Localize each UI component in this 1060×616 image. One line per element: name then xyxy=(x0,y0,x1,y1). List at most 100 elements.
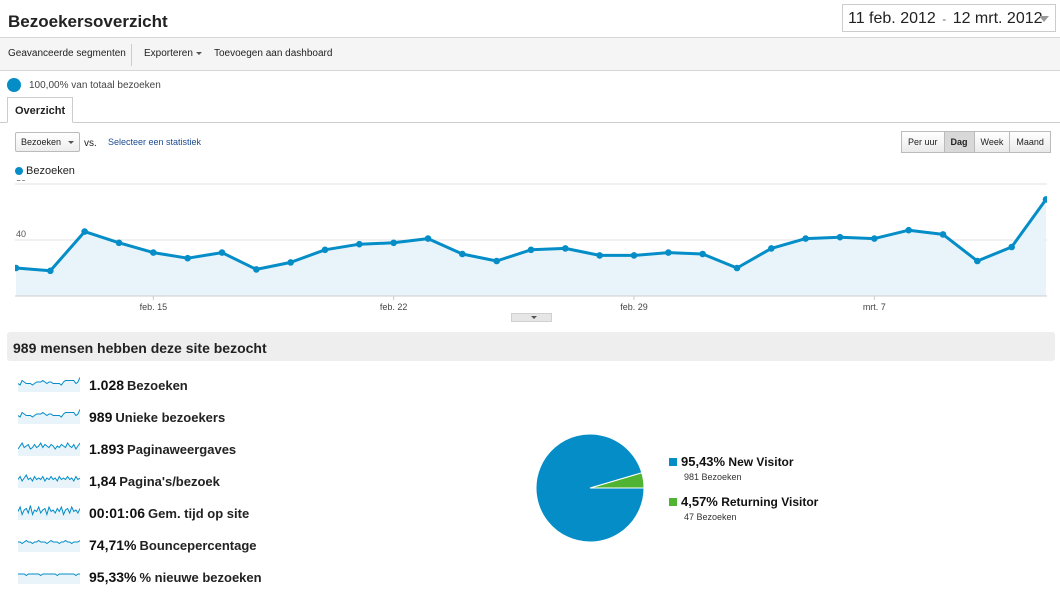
data-point xyxy=(1008,243,1015,251)
tab-overview[interactable]: Overzicht xyxy=(7,97,74,123)
per-hour-button[interactable]: Per uur xyxy=(901,131,945,153)
data-point xyxy=(596,252,603,259)
data-point xyxy=(733,264,741,272)
stat-value: 74,71% Bouncepercentage xyxy=(89,537,257,553)
export-button[interactable]: Exporteren xyxy=(144,48,202,59)
segment-label: 100,00% van totaal bezoeken xyxy=(29,80,161,91)
sparkline xyxy=(18,409,80,424)
data-point xyxy=(802,235,809,242)
advanced-segments-button[interactable]: Geavanceerde segmenten xyxy=(8,48,126,59)
stat-label: Bouncepercentage xyxy=(139,538,257,553)
x-tick-label: feb. 15 xyxy=(140,302,168,312)
vs-label: vs. xyxy=(84,138,97,149)
export-label: Exporteren xyxy=(144,48,193,59)
stat-number: 989 xyxy=(89,409,113,425)
month-button[interactable]: Maand xyxy=(1009,131,1051,153)
data-point xyxy=(424,235,432,242)
data-point xyxy=(974,257,981,265)
x-tick-label: feb. 29 xyxy=(620,302,648,312)
summary-title: 989 mensen hebben deze site bezocht xyxy=(13,340,267,356)
summary-bar: 989 mensen hebben deze site bezocht xyxy=(7,332,1055,361)
data-point xyxy=(562,245,569,252)
data-point xyxy=(459,250,466,258)
pie-category-name: New Visitor xyxy=(725,455,794,469)
x-tick-label: mrt. 7 xyxy=(863,302,886,312)
data-point xyxy=(115,239,123,247)
legend-swatch xyxy=(669,458,677,466)
data-point xyxy=(390,239,397,247)
stat-value: 989 Unieke bezoekers xyxy=(89,409,225,425)
chevron-down-icon xyxy=(68,141,74,144)
data-point xyxy=(493,257,500,265)
legend-label: Bezoeken xyxy=(26,165,75,177)
data-point xyxy=(1042,196,1047,203)
data-point xyxy=(150,249,157,256)
metric-select-value: Bezoeken xyxy=(21,137,62,147)
pie-category-name: Returning Visitor xyxy=(717,495,819,509)
stat-value: 1.893 Paginaweergaves xyxy=(89,441,236,457)
data-point xyxy=(527,246,535,254)
stat-number: 1.028 xyxy=(89,377,125,393)
pie-sub-count: 47 Bezoeken xyxy=(684,512,737,522)
add-to-dashboard-button[interactable]: Toevoegen aan dashboard xyxy=(214,48,333,59)
pie-slice xyxy=(535,433,645,543)
data-point xyxy=(356,240,363,248)
sparkline xyxy=(18,473,80,488)
stat-value: 1.028 Bezoeken xyxy=(89,377,188,393)
visitor-type-pie-chart xyxy=(535,433,645,543)
date-range-picker[interactable]: 11 feb. 2012 - 12 mrt. 2012 xyxy=(842,4,1056,32)
pie-sub-count: 981 Bezoeken xyxy=(684,472,742,482)
legend-dot-icon xyxy=(15,167,23,175)
chevron-down-icon xyxy=(531,316,537,319)
stat-value: 00:01:06 Gem. tijd op site xyxy=(89,505,249,521)
tab-bar: Overzicht xyxy=(0,97,1060,123)
segment-pie-icon xyxy=(7,78,21,92)
stat-label: Gem. tijd op site xyxy=(148,506,250,521)
stat-label: % nieuwe bezoeken xyxy=(139,570,262,585)
sparkline xyxy=(18,441,80,456)
stat-number: 00:01:06 xyxy=(89,505,146,521)
page-title: Bezoekersoverzicht xyxy=(8,12,168,31)
page-header: Bezoekersoverzicht 11 feb. 2012 - 12 mrt… xyxy=(0,0,1060,38)
week-button[interactable]: Week xyxy=(973,131,1011,153)
stat-label: Bezoeken xyxy=(127,378,188,393)
legend-swatch xyxy=(669,498,677,506)
stat-value: 95,33%% nieuwe bezoeken xyxy=(89,569,262,585)
y-tick-label: 40 xyxy=(16,229,26,239)
stat-label: Paginaweergaves xyxy=(127,442,237,457)
visits-line-chart: 40 80 feb. 15 feb. 22 feb. 29 mrt. 7 xyxy=(15,180,1047,312)
date-separator: - xyxy=(942,12,947,26)
pie-percent: 95,43% xyxy=(681,454,726,469)
data-point xyxy=(184,254,191,262)
chevron-down-icon[interactable] xyxy=(1039,16,1049,22)
date-end: 12 mrt. 2012 xyxy=(952,10,1043,27)
sparkline xyxy=(18,539,80,552)
pie-legend-label: 95,43% New Visitor xyxy=(681,454,794,469)
chevron-down-icon xyxy=(195,51,202,55)
data-point xyxy=(630,252,638,259)
stat-value: 1,84 Pagina's/bezoek xyxy=(89,473,220,489)
chart-expander-handle[interactable] xyxy=(511,313,552,322)
stat-number: 74,71% xyxy=(89,537,137,553)
data-point xyxy=(939,231,947,238)
data-point xyxy=(253,266,260,273)
data-point xyxy=(287,259,294,266)
stat-number: 1.893 xyxy=(89,441,125,457)
data-point xyxy=(81,228,88,235)
toolbar: Geavanceerde segmenten Exporteren Toevoe… xyxy=(0,38,1060,71)
stat-number: 95,33% xyxy=(89,569,137,585)
data-point xyxy=(905,226,912,234)
data-point xyxy=(768,245,775,252)
stat-label: Pagina's/bezoek xyxy=(119,474,220,489)
x-tick-label: feb. 22 xyxy=(380,302,408,312)
data-point xyxy=(218,249,226,256)
day-button[interactable]: Dag xyxy=(943,131,975,153)
sparkline xyxy=(18,505,80,520)
data-point xyxy=(47,267,54,275)
stat-label: Unieke bezoekers xyxy=(115,410,226,425)
data-point xyxy=(665,249,672,256)
data-point xyxy=(321,246,329,254)
metric-select[interactable]: Bezoeken xyxy=(15,132,80,152)
sparkline xyxy=(18,573,80,584)
select-statistic-link[interactable]: Selecteer een statistiek xyxy=(108,137,202,147)
